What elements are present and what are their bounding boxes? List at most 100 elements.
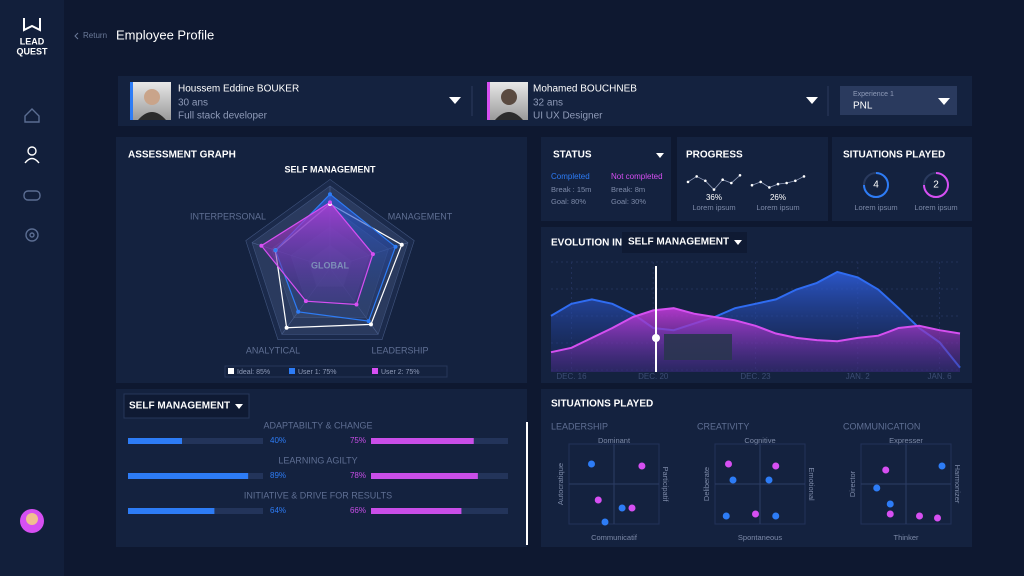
- area-line: [550, 307, 961, 354]
- profile-photo-body: [495, 112, 523, 120]
- user-avatar-face: [26, 513, 38, 525]
- skill-label: INITIATIVE & DRIVE FOR RESULTS: [244, 490, 392, 500]
- axis-label: Emotional: [807, 467, 816, 501]
- scatter-point: [601, 518, 609, 526]
- skill-bar: [371, 473, 478, 479]
- profile-age: 30 ans: [178, 98, 208, 109]
- profile-photo-head: [144, 89, 160, 105]
- situations-count-card: [832, 137, 972, 221]
- legend-box: [224, 365, 448, 378]
- axis-label: Dominant: [598, 436, 631, 445]
- dropdown-icon: [938, 98, 950, 105]
- situations-card: [541, 389, 972, 547]
- experience-label: Experience 1: [853, 91, 894, 98]
- scatter-point: [882, 466, 890, 474]
- dropdown-icon: [235, 404, 243, 409]
- tooltip: [664, 334, 732, 360]
- skills-select[interactable]: [123, 393, 250, 419]
- panel-title: CREATIVITY: [697, 421, 749, 431]
- radar-axis-label: LEADERSHIP: [371, 345, 428, 355]
- radar-point: [370, 252, 375, 257]
- card-title: STATUS: [553, 150, 592, 161]
- radar-axis-label: SELF MANAGEMENT: [285, 164, 377, 174]
- sparkline-point: [712, 188, 716, 191]
- profile-photo-body: [138, 112, 166, 120]
- page-title: Employee Profile: [116, 27, 214, 42]
- card-title: PROGRESS: [686, 150, 743, 161]
- dropdown-icon[interactable]: [806, 97, 818, 104]
- scatter-point: [886, 500, 894, 508]
- axis-label: Expresser: [889, 436, 923, 445]
- axis-label: Harmonizer: [953, 465, 962, 504]
- legend-label: User 1: 75%: [298, 369, 337, 376]
- profile-accent: [130, 82, 133, 120]
- profile-name: Houssem Eddine BOUKER: [178, 84, 299, 95]
- legend-label: User 2: 75%: [381, 369, 420, 376]
- skill-bar: [371, 508, 462, 514]
- axis-label: Director: [848, 470, 857, 497]
- skill-value: 89%: [270, 471, 286, 480]
- radar-point: [366, 319, 371, 324]
- radar-point: [259, 243, 264, 248]
- sparkline-point: [776, 182, 780, 186]
- scatter-point: [722, 512, 730, 520]
- scatter-point: [934, 514, 941, 522]
- card-title: EVOLUTION IN: [551, 238, 622, 249]
- profile-name: Mohamed BOUCHNEB: [533, 84, 637, 95]
- home-icon[interactable]: [24, 108, 40, 123]
- status-line: Break : 15m: [551, 185, 591, 194]
- skill-track: [128, 438, 263, 444]
- logo-text: QUEST: [16, 46, 48, 56]
- back-icon: [74, 32, 79, 40]
- axis-label: Cognitive: [744, 436, 775, 445]
- experience-select[interactable]: [840, 86, 957, 115]
- evolution-select[interactable]: [622, 232, 747, 253]
- scatter-point: [765, 476, 773, 484]
- x-tick-label: JAN. 6: [928, 372, 953, 381]
- ring-caption: Lorem ipsum: [854, 203, 897, 212]
- ring-arc: [863, 172, 889, 198]
- scatter-point: [916, 512, 923, 520]
- profile-role: UI UX Designer: [533, 111, 603, 122]
- skill-label: ADAPTABILTY & CHANGE: [263, 420, 372, 430]
- radar-point: [354, 302, 359, 307]
- nav-icons: [23, 108, 41, 242]
- radar-center-label: GLOBAL: [311, 260, 349, 270]
- sparkline-point: [730, 181, 733, 185]
- progress-caption: Lorem ipsum: [756, 203, 799, 212]
- card-title: SITUATIONS PLAYED: [843, 150, 945, 161]
- progress-value: 36%: [706, 193, 722, 202]
- scatter-point: [725, 460, 732, 468]
- sparkline-point: [794, 179, 797, 183]
- radar-point: [296, 309, 301, 314]
- legend-swatch: [289, 368, 295, 374]
- scatter-point: [873, 484, 881, 492]
- settings-icon[interactable]: [25, 228, 39, 242]
- legend-swatch: [372, 368, 378, 374]
- area: [551, 308, 960, 372]
- radar-axis-label: MANAGEMENT: [388, 211, 453, 221]
- status-label: Completed: [551, 172, 590, 181]
- scatter-point: [752, 510, 759, 518]
- games-icon[interactable]: [23, 190, 41, 201]
- skill-label: LEARNING AGILTY: [278, 455, 357, 465]
- dropdown-icon[interactable]: [449, 97, 461, 104]
- dropdown-icon[interactable]: [656, 153, 664, 158]
- x-tick-label: DEC. 16: [556, 372, 587, 381]
- scatter-point: [938, 462, 946, 470]
- back-link[interactable]: Return: [83, 31, 107, 40]
- radar-axis-label: ANALYTICAL: [246, 345, 300, 355]
- status-line: Goal: 80%: [551, 197, 586, 206]
- profile-icon-body: [24, 157, 40, 164]
- status-line: Goal: 30%: [611, 197, 646, 206]
- radar-point: [303, 299, 308, 304]
- panel-title: LEADERSHIP: [551, 421, 608, 431]
- radar-point: [393, 244, 398, 249]
- profile-icon[interactable]: [27, 146, 37, 156]
- sparkline-point: [768, 186, 771, 189]
- skill-bar: [128, 473, 249, 479]
- status-label: Not completed: [611, 172, 663, 181]
- scatter-point: [772, 462, 780, 470]
- radar-point: [328, 200, 332, 205]
